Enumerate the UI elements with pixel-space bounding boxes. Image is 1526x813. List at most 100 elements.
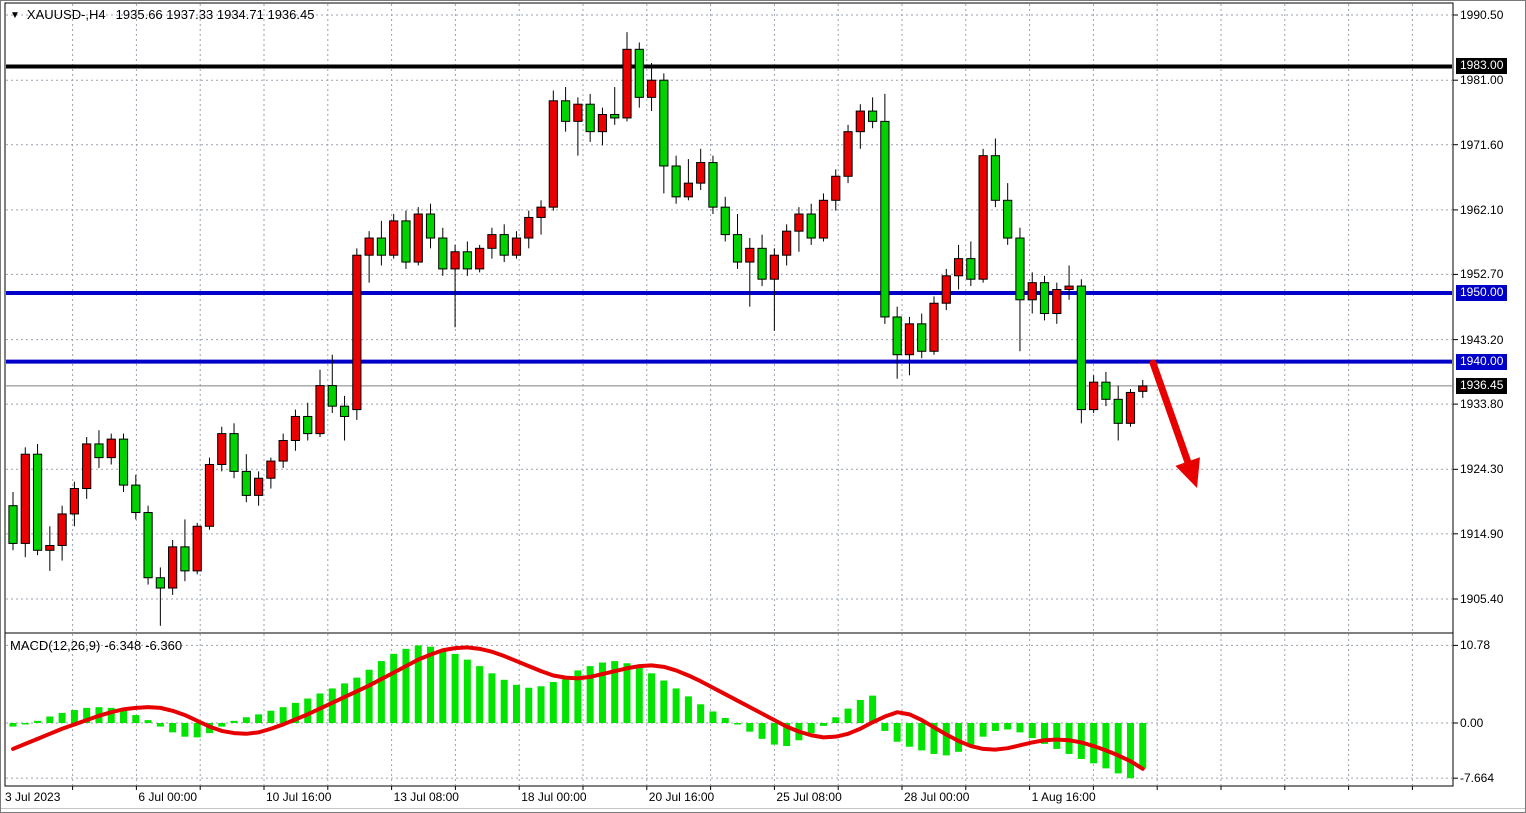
candle-body xyxy=(204,464,215,527)
candle-body xyxy=(450,251,460,270)
candle-body xyxy=(524,216,534,239)
candle-body xyxy=(352,254,362,411)
candle-body xyxy=(241,470,251,496)
macd-histogram-bar xyxy=(1028,723,1036,739)
macd-histogram-bar xyxy=(21,723,29,725)
macd-histogram-bar xyxy=(819,723,827,726)
candle-body xyxy=(1125,391,1136,424)
macd-histogram-bar xyxy=(709,711,717,723)
trend-arrow-head xyxy=(1175,457,1200,488)
candle-body xyxy=(806,213,816,239)
macd-histogram-bar xyxy=(537,686,545,723)
candle-body xyxy=(475,247,485,270)
macd-histogram-bar xyxy=(341,683,349,723)
macd-histogram-bar xyxy=(770,723,778,745)
macd-histogram-bar xyxy=(562,676,570,723)
main-panel-bg xyxy=(5,3,1453,633)
macd-histogram-bar xyxy=(1114,723,1122,774)
candle-body xyxy=(597,114,608,133)
macd-histogram-bar xyxy=(918,723,926,751)
macd-histogram-bar xyxy=(83,707,91,723)
candle-body xyxy=(782,230,792,256)
candle-body xyxy=(106,438,116,459)
candle-body xyxy=(818,199,829,239)
macd-histogram-bar xyxy=(549,681,557,723)
macd-histogram-bar xyxy=(1004,723,1012,730)
macd-histogram-bar xyxy=(1126,723,1134,779)
candle-body xyxy=(32,453,43,551)
candle-body xyxy=(904,323,915,356)
macd-histogram-bar xyxy=(832,717,840,723)
candle-body xyxy=(413,213,423,263)
candle-body xyxy=(978,155,988,280)
candle-body xyxy=(671,165,681,198)
candle-body xyxy=(118,438,129,486)
macd-histogram-bar xyxy=(672,688,680,723)
macd-signal-line xyxy=(11,645,1145,771)
candle-body xyxy=(94,443,104,459)
macd-histogram-bar xyxy=(844,708,852,723)
macd-histogram-bar xyxy=(1139,723,1147,769)
macd-histogram-bar xyxy=(1053,723,1061,749)
macd-histogram-bar xyxy=(893,723,901,742)
candle-body xyxy=(708,162,718,208)
candle-body xyxy=(8,505,18,544)
candle-body xyxy=(720,206,730,236)
macd-histogram-bar xyxy=(463,659,471,723)
macd-histogram-bar xyxy=(156,723,164,727)
macd-histogram-bar xyxy=(942,723,950,756)
candle-body xyxy=(425,213,436,239)
macd-histogram-bar xyxy=(869,695,877,723)
candle-body xyxy=(634,48,644,98)
macd-histogram-bar xyxy=(991,723,999,731)
macd-histogram-bar xyxy=(746,723,754,732)
candle-body xyxy=(1003,199,1013,239)
candle-body xyxy=(290,415,301,441)
macd-histogram-bar xyxy=(451,653,459,723)
candle-body xyxy=(1089,381,1099,411)
macd-histogram-bar xyxy=(9,723,17,727)
candle-body xyxy=(155,577,165,589)
macd-histogram-bar xyxy=(181,723,189,737)
macd-histogram-bar xyxy=(955,723,963,752)
macd-histogram-bar xyxy=(304,698,312,723)
macd-histogram-bar xyxy=(34,720,42,723)
candle-body xyxy=(622,48,632,119)
macd-histogram-bar xyxy=(120,710,128,723)
candle-body xyxy=(892,316,902,356)
candle-body xyxy=(1052,289,1062,315)
macd-panel-bg xyxy=(5,633,1453,786)
macd-histogram-bar xyxy=(684,696,692,723)
candle-body xyxy=(45,544,55,551)
macd-histogram-bar xyxy=(169,723,177,733)
macd-histogram-bar xyxy=(414,645,422,723)
macd-histogram-bar xyxy=(353,677,361,723)
candle-body xyxy=(1101,381,1111,400)
candle-body xyxy=(180,546,190,572)
macd-histogram-bar xyxy=(648,673,656,723)
candle-body xyxy=(143,512,153,579)
macd-histogram-bar xyxy=(905,723,913,747)
candle-body xyxy=(941,275,951,304)
candle-body xyxy=(131,484,141,514)
macd-histogram-bar xyxy=(291,702,299,723)
macd-histogram-bar xyxy=(512,684,520,723)
macd-histogram-bar xyxy=(476,666,484,723)
macd-histogram-bar xyxy=(881,723,889,731)
candle-body xyxy=(82,443,92,490)
candle-body xyxy=(266,460,276,479)
macd-histogram-bar xyxy=(70,710,78,723)
macd-histogram-bar xyxy=(611,661,619,723)
candle-body xyxy=(769,254,779,280)
candle-body xyxy=(683,182,693,198)
macd-histogram-bar xyxy=(856,699,864,723)
macd-histogram-bar xyxy=(967,723,975,745)
candle-body xyxy=(610,114,620,119)
candle-body xyxy=(868,110,878,122)
candle-body xyxy=(364,237,374,256)
macd-histogram-bar xyxy=(1016,723,1024,733)
candle-body xyxy=(303,415,313,435)
candle-body xyxy=(462,251,472,270)
macd-histogram-bar xyxy=(623,663,631,723)
